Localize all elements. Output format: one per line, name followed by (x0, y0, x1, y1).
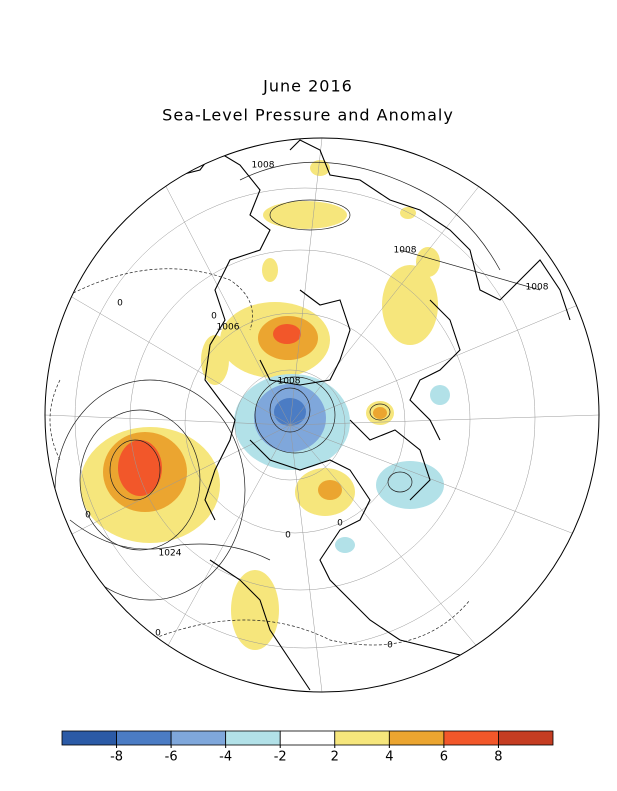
anomaly-region (274, 398, 306, 426)
anomaly-region (400, 207, 416, 219)
colorbar-swatch (498, 730, 554, 746)
colorbar-swatch (388, 730, 445, 746)
colorbar-tick-label: -4 (219, 750, 232, 765)
colorbar: -8 -6 -4 -2 2 4 6 8 (61, 730, 554, 765)
graticule (45, 138, 599, 692)
contour-label: 1006 (217, 323, 240, 333)
colorbar-tick-label: -8 (110, 750, 123, 765)
colorbar-swatch (279, 730, 336, 746)
colorbar-tick-label: -6 (165, 750, 178, 765)
colorbar-tick-label: 4 (385, 750, 393, 765)
anomaly-region (118, 440, 162, 496)
colorbar-tick-label: 8 (494, 750, 502, 765)
anomaly-region (373, 407, 387, 419)
anomaly-region (201, 335, 229, 385)
colorbar-swatch (170, 730, 227, 746)
anomaly-region (430, 385, 450, 405)
colorbar-swatch (61, 730, 117, 746)
map-title: June 2016 (262, 77, 353, 96)
colorbar-swatch (225, 730, 281, 746)
contour-label: 1008 (394, 246, 417, 256)
anomaly-region (376, 461, 444, 509)
anomaly-region (382, 265, 438, 345)
contour-label-layer: 1008 1008 1008 1006 1008 1024 0 0 0 0 0 0 0 (85, 161, 549, 651)
anomaly-region (262, 258, 278, 282)
colorbar-tick-label: -2 (274, 750, 287, 765)
colorbar-swatch (334, 730, 390, 746)
contour-label: 1008 (278, 377, 301, 387)
contour-label: 0 (387, 641, 393, 651)
anomaly-region (273, 324, 301, 344)
anomaly-region (231, 570, 279, 650)
contour-label: 1008 (526, 283, 549, 293)
map-subtitle: Sea-Level Pressure and Anomaly (162, 106, 454, 125)
anomaly-region (318, 480, 342, 500)
contour-label: 1008 (252, 161, 275, 171)
colorbar-swatch (116, 730, 172, 746)
map-border (44, 137, 600, 693)
contour-label: 0 (211, 312, 217, 322)
anomaly-region (263, 201, 347, 229)
anomaly-region (416, 247, 440, 277)
contour-label: 0 (337, 519, 343, 529)
colorbar-tick-label: 6 (440, 750, 448, 765)
pressure-contours (49, 161, 541, 646)
anomaly-region (310, 160, 330, 176)
colorbar-tick-label: 2 (331, 750, 339, 765)
contour-label: 0 (85, 511, 91, 521)
anomaly-region (335, 537, 355, 553)
anomaly-shading (80, 160, 450, 650)
contour-label: 1024 (159, 549, 182, 559)
contour-label: 0 (285, 531, 291, 541)
coastlines (159, 139, 571, 691)
contour-label: 0 (155, 629, 161, 639)
contour-label: 0 (117, 299, 123, 309)
colorbar-swatch (443, 730, 499, 746)
